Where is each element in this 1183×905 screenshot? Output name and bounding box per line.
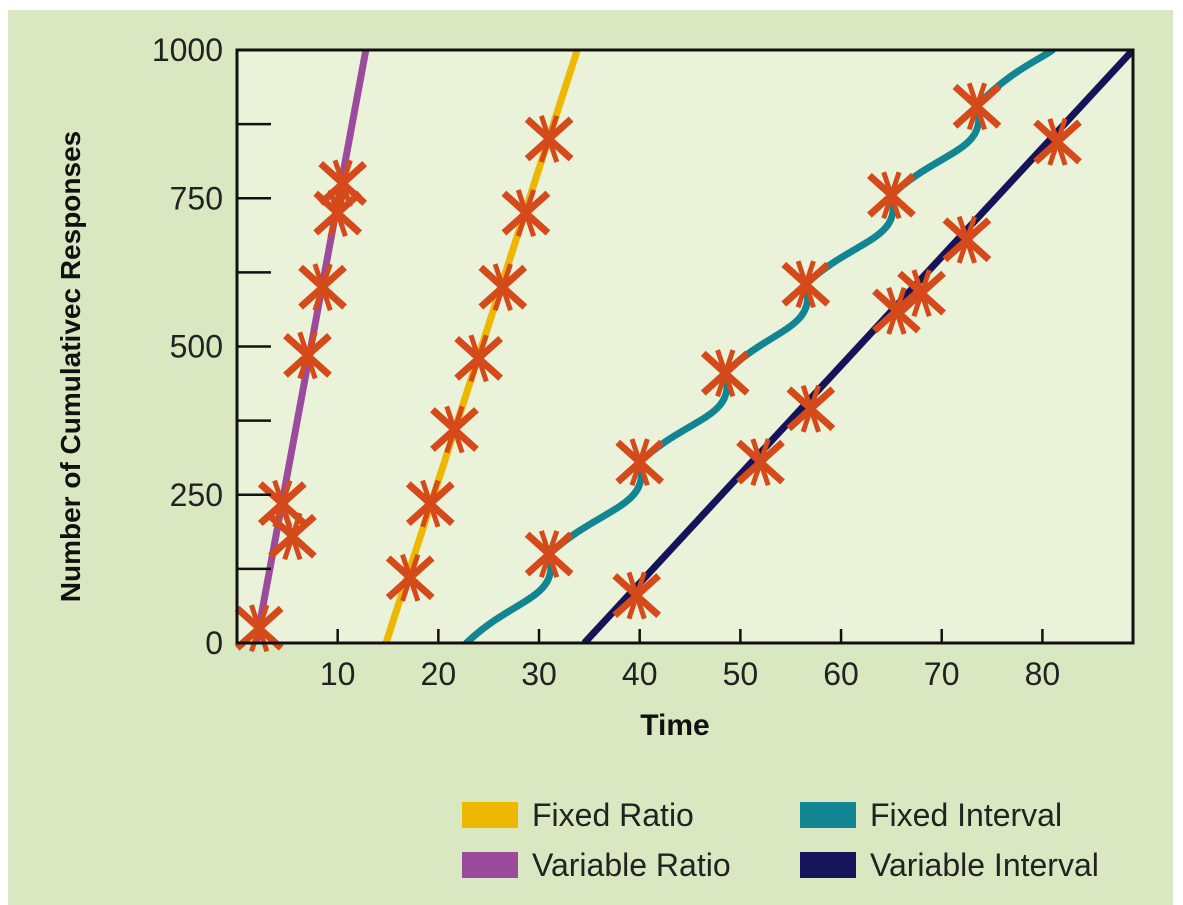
reinforcement-marker [897, 269, 946, 318]
reinforcement-markers [234, 82, 1082, 653]
reinforcement-marker [385, 553, 435, 602]
legend-item-variable-ratio: Variable Ratio [462, 847, 731, 883]
x-tick-label: 30 [521, 656, 557, 692]
legend-label: Variable Interval [870, 847, 1099, 883]
page-right-edge [1173, 0, 1183, 905]
y-tick-label: 250 [170, 477, 223, 513]
y-tick-label: 750 [170, 180, 223, 216]
legend-swatch [462, 802, 518, 828]
reinforcement-marker [283, 331, 332, 380]
y-axis-label: Number of Cumulativec Responses [55, 131, 86, 602]
reinforcement-marker [700, 349, 750, 398]
x-tick-label: 10 [320, 656, 356, 692]
y-tick-label: 500 [170, 329, 223, 365]
reinforcement-marker [1033, 118, 1082, 166]
legend-item-fixed-ratio: Fixed Ratio [462, 797, 694, 833]
reinforcement-marker [478, 263, 528, 312]
reinforcement-marker [786, 384, 836, 433]
legend-item-fixed-interval: Fixed Interval [800, 797, 1062, 833]
legend-label: Fixed Interval [870, 797, 1062, 833]
x-tick-label: 50 [723, 656, 759, 692]
reinforcement-marker [612, 571, 662, 620]
reinforcement-marker [268, 512, 317, 561]
legend-item-variable-interval: Variable Interval [800, 847, 1099, 883]
reinforcement-marker [942, 215, 992, 264]
legend-swatch [800, 802, 856, 828]
reinforcement-marker [872, 287, 921, 335]
reinforcement-marker [318, 159, 368, 208]
legend: Fixed Ratio Fixed Interval Variable Ratio V… [462, 797, 1099, 883]
reinforcement-marker [524, 115, 574, 163]
legend-swatch [800, 852, 856, 878]
x-tick-label: 60 [823, 656, 859, 692]
y-tick-label: 0 [205, 625, 223, 661]
x-tick-label: 80 [1025, 656, 1061, 692]
reinforcement-marker [952, 82, 1002, 131]
legend-label: Variable Ratio [532, 847, 731, 883]
x-tick-label: 40 [622, 656, 658, 692]
reinforcement-marker [430, 405, 479, 454]
plot-area [237, 50, 1133, 643]
x-tick-label: 20 [421, 656, 457, 692]
legend-swatch [462, 852, 518, 878]
reinforcement-marker [867, 171, 916, 220]
legend-label: Fixed Ratio [532, 797, 694, 833]
variable-interval-line [581, 50, 1133, 643]
reinforcement-marker [501, 189, 551, 237]
reinforcement-marker [781, 260, 831, 309]
reinforcement-marker [298, 263, 347, 312]
reinforcement-marker [454, 334, 503, 383]
reinforcement-marker [615, 438, 665, 487]
reinforcement-marker [524, 530, 574, 578]
y-tick-label: 1000 [152, 32, 223, 68]
x-tick-label: 70 [924, 656, 960, 692]
reinforcement-marker [736, 438, 785, 487]
x-axis-label: Time [640, 709, 709, 742]
axis-ticks: 0 250 500 750 1000 10 20 30 40 50 60 70 80 [152, 32, 1060, 692]
reinforcement-marker [405, 479, 455, 528]
